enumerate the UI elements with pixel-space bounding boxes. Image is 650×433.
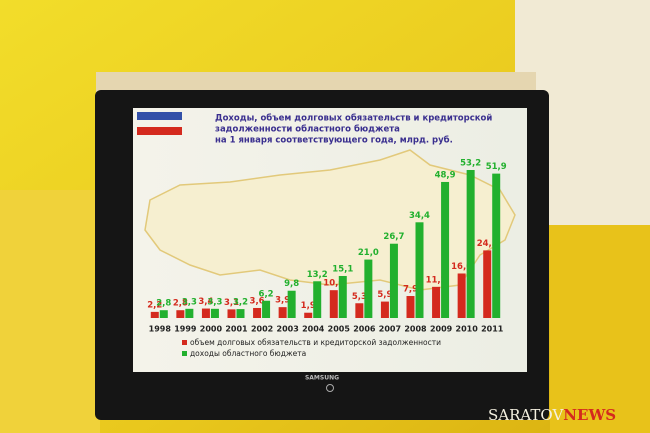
x-tick-label: 2002 (251, 325, 273, 334)
bar (364, 259, 373, 318)
bar (432, 286, 441, 318)
x-tick-label: 2009 (430, 325, 453, 334)
bar (159, 310, 168, 318)
wall-panel (96, 72, 536, 92)
x-tick-label: 2003 (277, 325, 299, 334)
bar (329, 290, 338, 318)
x-tick-label: 2010 (456, 325, 479, 334)
value-label: 3,3 (182, 297, 197, 307)
bar (483, 250, 492, 318)
bar (457, 273, 466, 318)
x-tick-label: 1999 (174, 325, 197, 334)
bar (150, 311, 159, 318)
value-label: 1,9 (301, 301, 316, 311)
legend-label: объем долговых обязательств и кредиторск… (190, 338, 441, 347)
bar (441, 181, 450, 318)
value-label: 5,9 (377, 290, 392, 300)
x-tick-label: 2000 (200, 325, 223, 334)
bar (380, 301, 389, 318)
value-label: 48,9 (435, 170, 456, 180)
brand-logo: SAMSUNG (305, 375, 339, 382)
bar (313, 281, 322, 318)
watermark: SARATOVNEWS (488, 406, 616, 424)
bar (338, 275, 347, 318)
watermark-part: SARATOV (488, 406, 564, 424)
bar (415, 222, 424, 318)
shelf (550, 225, 650, 433)
value-label: 24,3 (477, 239, 498, 249)
value-label: 26,7 (383, 232, 404, 242)
value-label: 10,0 (323, 279, 344, 289)
bar (185, 308, 194, 318)
bar (236, 309, 245, 318)
value-label: 2,8 (173, 299, 188, 309)
bar (253, 307, 262, 318)
value-label: 3,6 (250, 296, 265, 306)
value-label: 15,1 (332, 264, 353, 274)
bar (466, 170, 475, 318)
bar (210, 308, 219, 318)
x-tick-label: 2004 (302, 325, 325, 334)
bar (389, 243, 398, 318)
chart-title: задолженности областного бюджета (215, 124, 400, 135)
value-label: 34,4 (409, 211, 430, 221)
value-label: 7,9 (403, 285, 418, 295)
value-label: 2,8 (156, 299, 171, 309)
value-label: 3,3 (207, 297, 222, 307)
value-label: 16,0 (451, 262, 472, 272)
x-tick-label: 2006 (353, 325, 376, 334)
value-label: 13,2 (307, 270, 328, 280)
bar (201, 308, 210, 318)
legend-swatch (182, 351, 187, 356)
bar (355, 303, 364, 318)
x-tick-label: 1998 (149, 325, 172, 334)
value-label: 2,2 (147, 300, 162, 310)
value-label: 6,2 (259, 289, 274, 299)
x-tick-label: 2007 (379, 325, 401, 334)
bar (227, 309, 236, 318)
value-label: 21,0 (358, 248, 379, 258)
x-tick-label: 2005 (328, 325, 351, 334)
bar (278, 307, 287, 318)
bar (262, 300, 271, 318)
chart-title: на 1 января соответствующего года, млрд.… (215, 135, 453, 146)
value-label: 11,2 (426, 275, 447, 285)
bar (492, 173, 501, 318)
x-tick-label: 2001 (225, 325, 248, 334)
power-button (326, 384, 334, 392)
bar (287, 290, 296, 318)
shelf (0, 190, 100, 433)
bar (406, 296, 415, 318)
value-label: 9,8 (284, 279, 299, 289)
logo-strip (137, 112, 182, 120)
value-label: 3,2 (233, 298, 248, 308)
value-label: 3,9 (275, 296, 290, 306)
watermark-part: NEWS (563, 406, 616, 424)
bar (176, 310, 185, 318)
value-label: 3,4 (198, 297, 213, 307)
value-label: 3,1 (224, 298, 239, 308)
value-label: 5,3 (352, 292, 367, 302)
bar (304, 312, 313, 318)
value-label: 51,9 (486, 162, 507, 172)
legend-label: доходы областного бюджета (190, 349, 306, 358)
chart-title: Доходы, объем долговых обязательств и кр… (215, 113, 492, 124)
legend-swatch (182, 340, 187, 345)
value-label: 53,2 (460, 159, 481, 169)
x-tick-label: 2008 (404, 325, 427, 334)
logo-strip (137, 127, 182, 135)
x-tick-label: 2011 (481, 325, 504, 334)
